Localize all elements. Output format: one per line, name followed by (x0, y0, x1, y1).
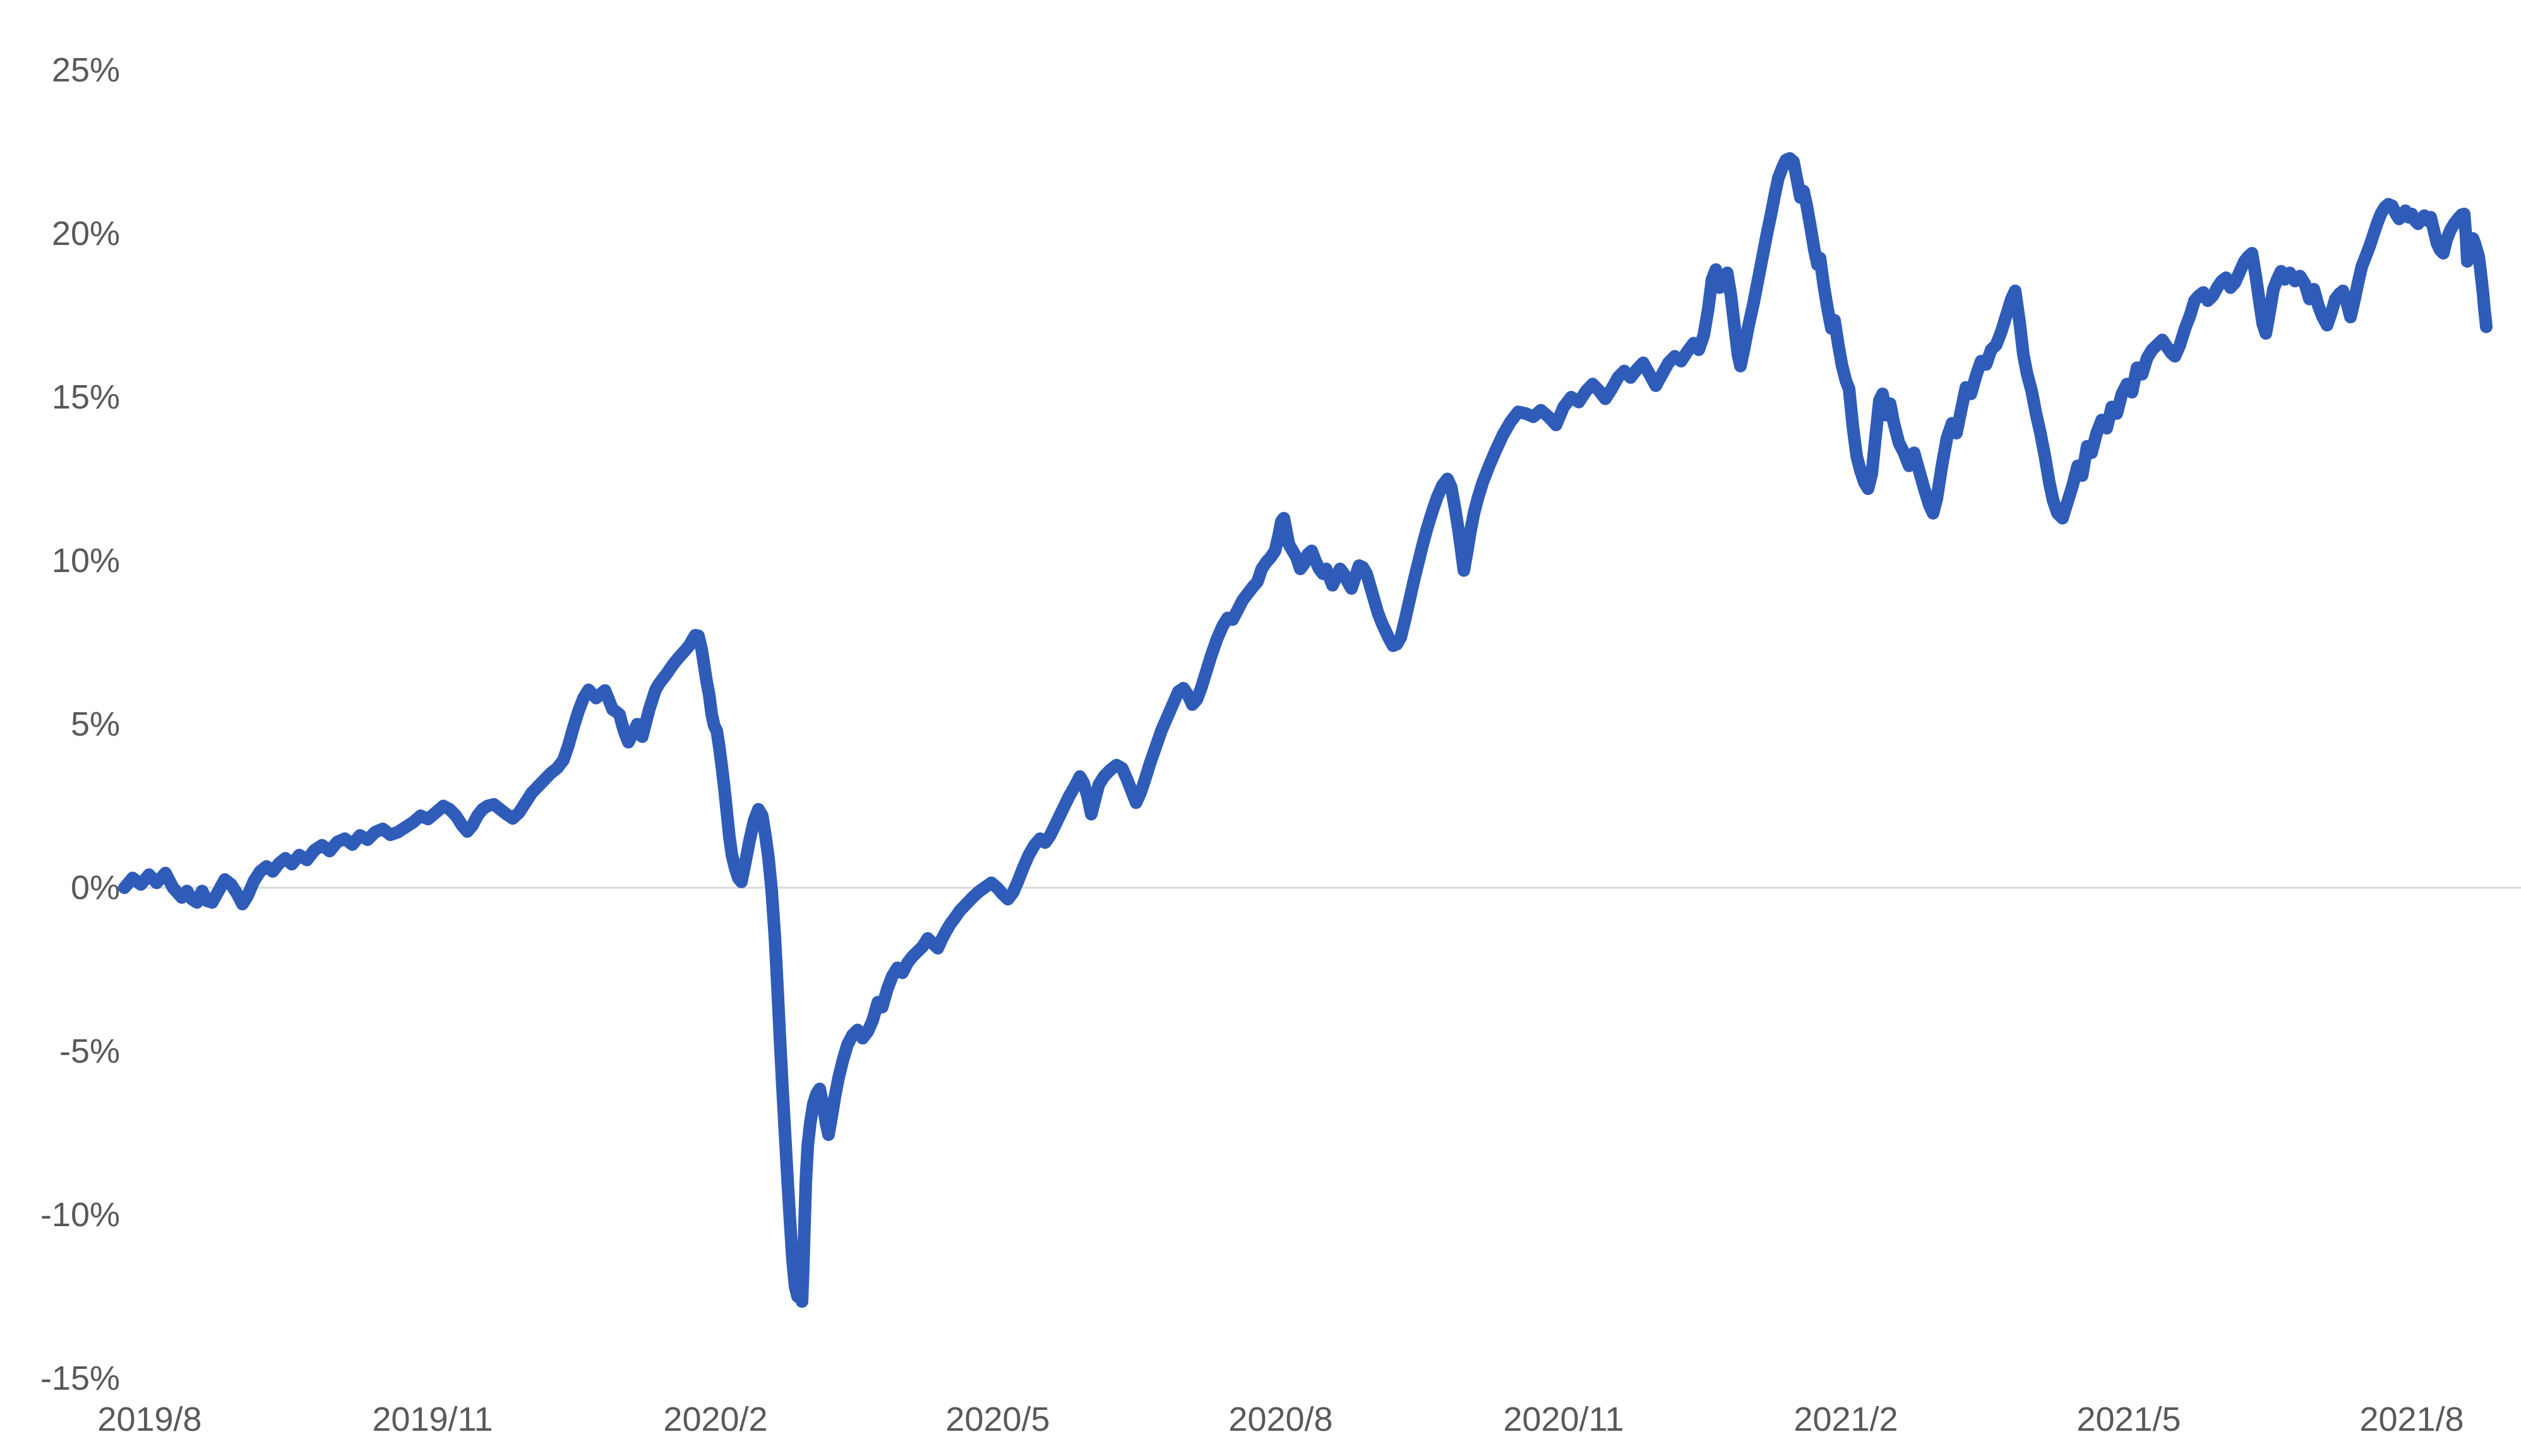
x-axis-label-2020-11: 2020/11 (1503, 1400, 1624, 1438)
y-axis-label-20: 20% (52, 215, 120, 253)
x-axis-label-2020-8: 2020/8 (1228, 1400, 1332, 1438)
y-axis-label-0: 0% (71, 869, 120, 907)
y-axis-label-25: 25% (52, 51, 120, 89)
x-axis-label-2020-2: 2020/2 (663, 1400, 767, 1438)
y-axis-label-15: 15% (52, 378, 120, 416)
x-axis-label-2021-8: 2021/8 (2359, 1400, 2464, 1438)
x-axis-label-2019-11: 2019/11 (372, 1400, 493, 1438)
y-axis-label-10: 10% (52, 542, 120, 580)
x-axis-label-2021-2: 2021/2 (1793, 1400, 1898, 1438)
line-chart-canvas: 25% 20% 15% 10% 5% 0% -5% -10% -15% 2019/8 2019/1… (40, 51, 2521, 1438)
x-axis-label-2021-5: 2021/5 (2076, 1400, 2181, 1438)
cumulative-return-chart: 25% 20% 15% 10% 5% 0% -5% -10% -15% 2019/8 2019/1… (25, 10, 2521, 1456)
y-axis-label-5: 5% (71, 705, 120, 743)
series-group (118, 152, 2493, 1308)
series-line-cumulative-return (118, 152, 2493, 1308)
y-axis-label--15: -15% (40, 1359, 120, 1397)
x-axis-label-2019-8: 2019/8 (97, 1400, 201, 1438)
y-axis-label--5: -5% (59, 1032, 120, 1070)
y-axis-label--10: -10% (40, 1196, 120, 1234)
x-axis-tick-labels: 2019/8 2019/11 2020/2 2020/5 2020/8 2020/11 20… (97, 1400, 2464, 1438)
x-axis-label-2020-5: 2020/5 (945, 1400, 1050, 1438)
y-axis-tick-labels: 25% 20% 15% 10% 5% 0% -5% -10% -15% (40, 51, 120, 1397)
